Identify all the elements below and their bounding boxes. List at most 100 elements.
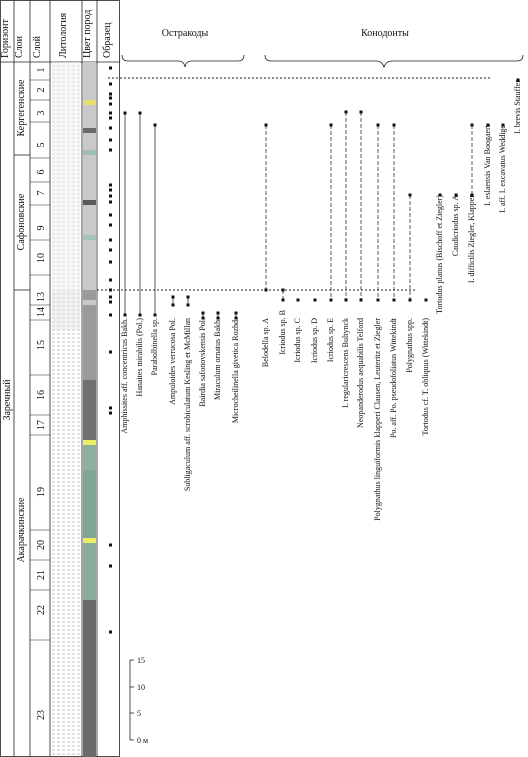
scale-label: 5 (137, 709, 141, 718)
group-title: Остракоды (162, 28, 209, 39)
layer-number: 17 (36, 420, 47, 430)
taxon-name: Polygnathus spp. (405, 318, 414, 373)
taxon-occurrence (376, 123, 380, 127)
member: Сафоновские (16, 193, 27, 250)
sample (109, 313, 112, 317)
taxon-occurrence (470, 193, 474, 197)
taxon-occurrence (486, 123, 490, 127)
taxon-occurrence (329, 123, 333, 127)
color-stripe (83, 538, 96, 543)
color-band (83, 540, 96, 600)
sample (109, 148, 112, 152)
sample (109, 183, 112, 187)
column-header: Образец (102, 22, 113, 58)
sample (109, 288, 112, 292)
taxon-occurrence (470, 123, 474, 127)
color-stripe (83, 100, 96, 105)
sample (109, 200, 112, 204)
taxon-name: I. difficilis Ziegler, Klapper (467, 195, 476, 284)
layer-number: 21 (36, 570, 47, 580)
sample (109, 260, 112, 264)
taxon-occurrence (201, 311, 205, 315)
taxon-occurrence (376, 298, 380, 302)
scale-label: 0 м (137, 736, 148, 745)
layer-number: 6 (36, 170, 47, 175)
sample (109, 102, 112, 106)
layer-number: 7 (36, 191, 47, 196)
taxon-occurrence (123, 313, 127, 317)
taxon-name: Icriodus sp. C (293, 318, 302, 363)
taxon-occurrence (501, 123, 505, 127)
color-stripe (83, 128, 96, 133)
taxon-occurrence (201, 316, 205, 320)
scale-label: 15 (137, 656, 145, 665)
layer-number: 14 (36, 307, 47, 317)
taxon-occurrence (344, 298, 348, 302)
color-band (83, 290, 96, 380)
taxon-name: Miraculum ornatus Bakh. (213, 318, 222, 400)
group-title: Конодонты (361, 28, 409, 39)
taxon-name: Amphissites aff. concentricus Bakh. (120, 318, 129, 434)
layer-number: 9 (36, 226, 47, 231)
sample (109, 111, 112, 115)
layer-number: 3 (36, 111, 47, 116)
taxon-name: Neopanderodus aequabilis Telford (356, 318, 365, 428)
taxon-occurrence (296, 298, 300, 302)
taxon-name: I. regularicrescens Bultynck (341, 318, 350, 408)
taxon-occurrence (454, 193, 458, 197)
sample (109, 188, 112, 192)
taxon-occurrence (313, 298, 317, 302)
sample (109, 295, 112, 299)
taxon-name: Bairdia safonovskensis Pol. (198, 318, 207, 407)
taxon-occurrence (234, 311, 238, 315)
sample (109, 630, 112, 634)
taxon-name: Caudicriodus sp. A (451, 195, 460, 256)
sample (109, 116, 112, 120)
taxon-name: I. brevis Stauffer (513, 80, 522, 134)
taxon-occurrence (264, 288, 268, 292)
taxon-name: Ampuloides verrucosa Pol. (168, 318, 177, 405)
taxon-occurrence (138, 313, 142, 317)
sample (109, 350, 112, 354)
taxon-occurrence (424, 298, 428, 302)
taxon-name: Po. aff. Po. pseudofoliatus Wittekindt (389, 317, 398, 438)
color-stripe (83, 200, 96, 205)
taxon-occurrence (281, 298, 285, 302)
color-band (83, 62, 96, 290)
taxon-name: Polygnathus linguiformis klapperi Clause… (373, 318, 382, 521)
sample (109, 406, 112, 410)
layer-number: 15 (36, 340, 47, 350)
taxon-occurrence (329, 298, 333, 302)
color-band (83, 440, 96, 470)
taxon-occurrence (281, 288, 285, 292)
taxon-occurrence (186, 295, 190, 299)
taxon-occurrence (392, 298, 396, 302)
column-header: Слои (14, 35, 25, 58)
taxon-name: Belodella sp. A (261, 318, 270, 367)
sample (109, 194, 112, 198)
color-band (83, 600, 96, 757)
taxon-occurrence (216, 311, 220, 315)
layer-number: 13 (36, 292, 47, 302)
taxon-name: Icriodus sp. E (326, 318, 335, 362)
sample (109, 66, 112, 70)
column-header: Литология (58, 12, 69, 58)
horizon: Заречный (2, 379, 13, 421)
taxon-occurrence (138, 111, 142, 115)
sample (109, 126, 112, 130)
taxon-occurrence (153, 123, 157, 127)
sample (109, 543, 112, 547)
layer-number: 23 (36, 710, 47, 720)
sample (109, 564, 112, 568)
litho-fill (52, 62, 80, 290)
taxon-occurrence (216, 316, 220, 320)
taxon-name: Tortodus planus (Bischoff et Ziegler) (435, 195, 444, 314)
litho-fill (52, 290, 80, 330)
layer-number: 5 (36, 143, 47, 148)
color-stripe (83, 300, 96, 305)
taxon-occurrence (234, 316, 238, 320)
sample (109, 138, 112, 142)
taxon-name: Hanaites mirabilis (Pol.) (135, 318, 144, 397)
taxon-occurrence (171, 295, 175, 299)
taxon-name: Icriodus sp. B (278, 310, 287, 355)
